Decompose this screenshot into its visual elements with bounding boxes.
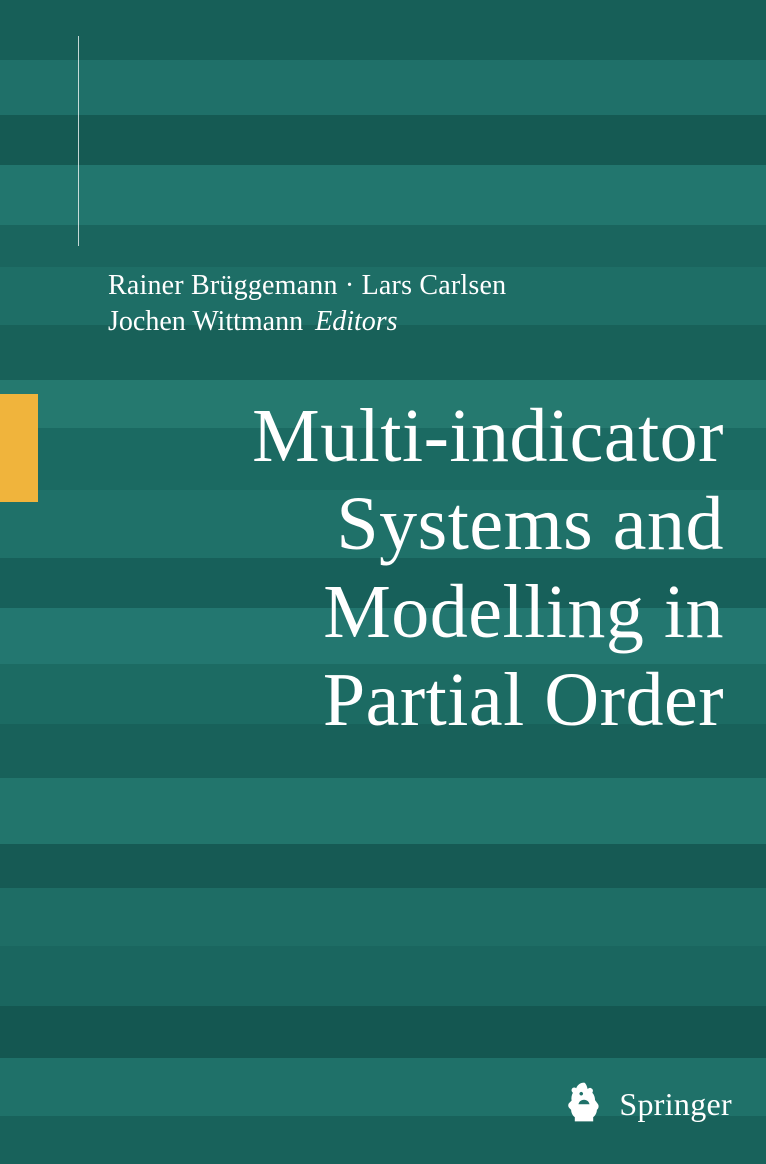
- editor-3: Jochen Wittmann: [108, 306, 303, 337]
- editors-line-2: Jochen Wittmann Editors: [108, 306, 736, 338]
- bg-band: [0, 1006, 766, 1058]
- bg-band: [0, 778, 766, 844]
- bg-band: [0, 0, 766, 60]
- publisher-block: Springer: [561, 1079, 732, 1130]
- publisher-name: Springer: [619, 1086, 732, 1123]
- bg-band: [0, 60, 766, 115]
- bg-band: [0, 165, 766, 225]
- title-line-2: Systems and: [252, 480, 724, 568]
- book-title: Multi-indicator Systems and Modelling in…: [252, 392, 724, 745]
- editor-2: Lars Carlsen: [362, 270, 507, 301]
- book-cover: Rainer Brüggemann · Lars Carlsen Jochen …: [0, 0, 766, 1164]
- editors-role: Editors: [315, 306, 397, 337]
- accent-tab: [0, 394, 38, 502]
- title-line-1: Multi-indicator: [252, 392, 724, 480]
- editors-line-1: Rainer Brüggemann · Lars Carlsen: [108, 270, 736, 302]
- bg-band: [0, 115, 766, 165]
- springer-horse-icon: [561, 1079, 607, 1130]
- vertical-rule: [78, 36, 79, 246]
- bg-band: [0, 946, 766, 1006]
- title-line-3: Modelling in: [252, 568, 724, 656]
- bg-band: [0, 225, 766, 267]
- editor-separator: ·: [338, 270, 362, 301]
- bg-band: [0, 844, 766, 888]
- bg-band: [0, 888, 766, 946]
- editors-block: Rainer Brüggemann · Lars Carlsen Jochen …: [108, 270, 736, 338]
- title-line-4: Partial Order: [252, 656, 724, 744]
- editor-1: Rainer Brüggemann: [108, 270, 338, 301]
